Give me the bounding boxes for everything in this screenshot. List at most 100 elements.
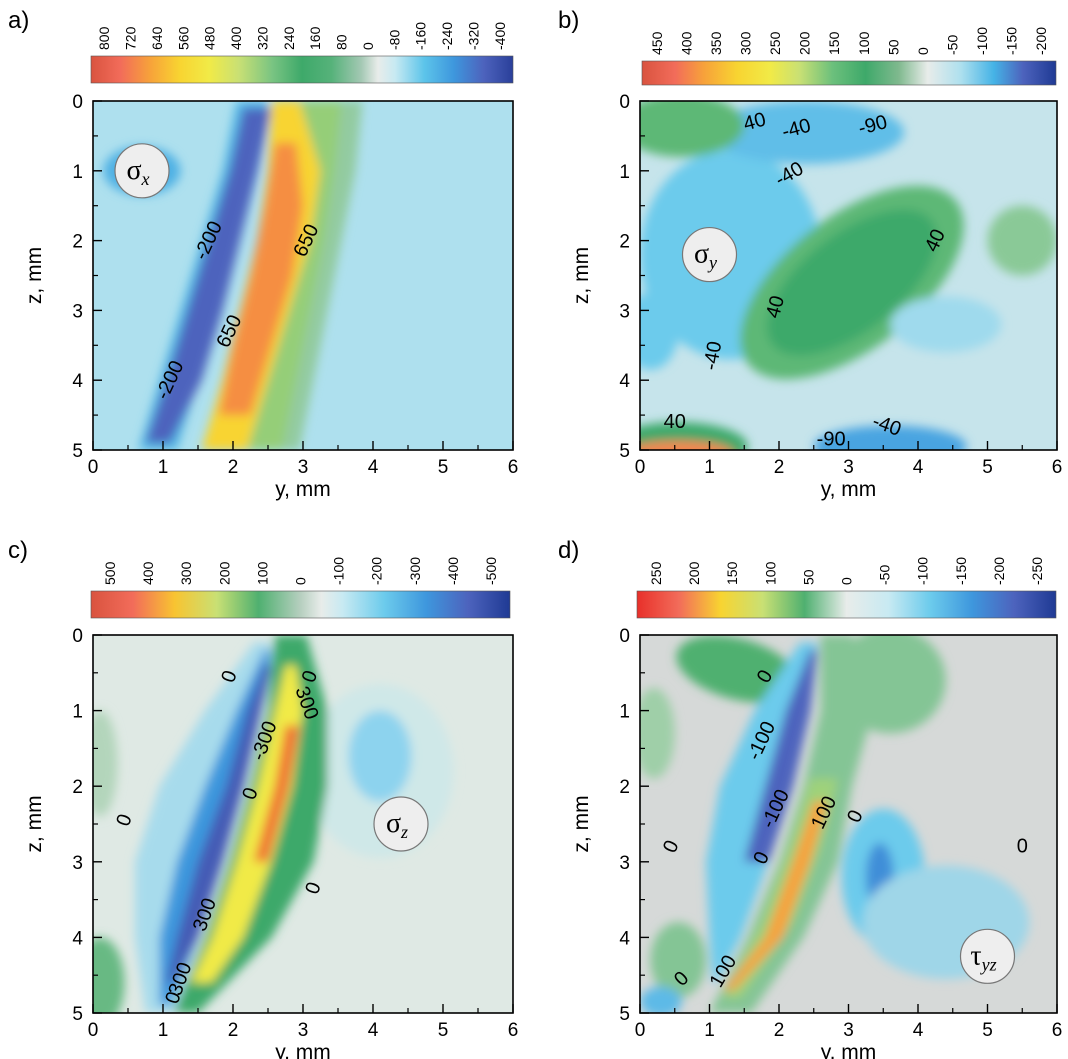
contour-label: 0 (1017, 836, 1028, 858)
colorbar-tick-label: 150 (724, 561, 740, 585)
colorbar-tick-label: 300 (178, 561, 194, 585)
x-axis-title: y, mm (275, 478, 331, 501)
stress-region (987, 205, 1057, 276)
y-tick-label: 1 (619, 162, 630, 183)
x-tick-label: 2 (774, 1020, 785, 1041)
x-tick-label: 0 (88, 457, 99, 478)
colorbar-tick-label: 200 (216, 561, 232, 585)
x-tick-label: 0 (88, 1020, 99, 1041)
y-tick-label: 0 (72, 92, 83, 113)
colorbar-tick-label: -50 (945, 35, 961, 55)
colorbar-tick-label: -50 (877, 565, 893, 585)
y-tick-label: 5 (72, 441, 83, 462)
x-tick-label: 4 (368, 457, 379, 478)
x-tick-label: 4 (368, 1020, 379, 1041)
y-tick-label: 5 (619, 1004, 630, 1025)
colorbar-tick-label: 480 (202, 26, 218, 50)
badge-circle (373, 796, 429, 852)
stress-region (767, 209, 937, 356)
x-tick-label: 1 (158, 457, 169, 478)
colorbar-tick-label: 150 (826, 31, 842, 55)
panel-letter: c) (8, 537, 28, 564)
colorbar-tick-label: 0 (360, 42, 376, 50)
stress-band (166, 665, 272, 983)
stress-band (145, 107, 272, 444)
badge-symbol: σx (126, 155, 149, 189)
x-tick-label: 5 (982, 457, 993, 478)
colorbar-tick-label: 560 (175, 26, 191, 50)
y-tick-label: 2 (619, 232, 630, 253)
colorbar-tick-label: 100 (762, 561, 778, 585)
stress-band (744, 650, 818, 862)
x-tick-label: 6 (508, 1020, 519, 1041)
colorbar-tick-label: -500 (483, 557, 499, 585)
colorbar-tick-label: 0 (915, 47, 931, 55)
colorbar-tick-label: 320 (254, 26, 270, 50)
colorbar-tick-label: 160 (307, 26, 323, 50)
stress-component-badge: τyz (959, 928, 1016, 984)
y-tick-label: 3 (72, 301, 83, 322)
stress-region (650, 922, 707, 998)
stress-band (254, 725, 300, 862)
panel-letter: d) (558, 537, 579, 564)
stress-region (640, 986, 682, 1013)
badge-circle (959, 928, 1016, 984)
contour-label: -40 (700, 340, 727, 372)
colorbar-tick-label: -300 (407, 557, 423, 585)
colorbar-tick-label: -400 (445, 557, 461, 585)
badge-symbol: σy (694, 239, 717, 273)
stress-component-badge: σz (373, 796, 429, 852)
y-tick-label: 1 (72, 702, 83, 723)
stress-region (93, 937, 125, 1013)
colorbar-tick-label: 800 (96, 26, 112, 50)
colorbar-tick-label: -80 (386, 30, 402, 50)
stress-band (191, 665, 303, 983)
badge-circle (114, 143, 170, 199)
x-tick-label: 0 (635, 457, 646, 478)
badge-symbol: σz (386, 808, 408, 842)
colorbar-tick-label: 400 (228, 26, 244, 50)
x-tick-label: 2 (774, 457, 785, 478)
colorbar (636, 590, 1057, 619)
contour-label: -90 (817, 429, 846, 451)
x-tick-label: 6 (1052, 1020, 1063, 1041)
x-tick-label: 2 (228, 1020, 239, 1041)
y-tick-label: 1 (72, 162, 83, 183)
x-tick-label: 5 (438, 1020, 449, 1041)
y-axis-title: z, mm (570, 247, 593, 304)
colorbar-tick-label: 80 (334, 34, 350, 50)
x-tick-label: 3 (843, 1020, 854, 1041)
x-tick-label: 5 (438, 457, 449, 478)
y-tick-label: 5 (72, 1004, 83, 1025)
stress-band (709, 635, 873, 1013)
panel-letter: a) (8, 7, 29, 34)
colorbar-tick-label: -150 (953, 557, 969, 585)
y-tick-label: 2 (72, 232, 83, 253)
y-axis-title: z, mm (570, 795, 593, 852)
stress-region (640, 440, 732, 450)
x-tick-label: 5 (982, 1020, 993, 1041)
colorbar-tick-label: -100 (915, 557, 931, 585)
y-tick-label: 2 (72, 777, 83, 798)
x-tick-label: 6 (1052, 457, 1063, 478)
x-tick-label: 6 (508, 457, 519, 478)
colorbar-tick-label: 50 (800, 569, 816, 585)
colorbar-tick-label: -200 (1033, 27, 1049, 55)
x-tick-label: 3 (298, 1020, 309, 1041)
colorbar-tick-label: -400 (492, 22, 508, 50)
x-tick-label: 3 (843, 457, 854, 478)
x-tick-label: 1 (704, 457, 715, 478)
colorbar-tick-label: 350 (708, 31, 724, 55)
y-tick-label: 0 (619, 92, 630, 113)
colorbar-tick-label: 720 (123, 26, 139, 50)
colorbar-tick-label: 200 (797, 31, 813, 55)
colorbar (641, 60, 1057, 86)
stress-region (890, 296, 1002, 353)
y-tick-label: 4 (72, 928, 83, 949)
panel-1: a)800 720 640 560 480 400 320 240 160 80 0 -80 -160-… (8, 7, 518, 501)
x-axis-title: y, mm (821, 478, 877, 501)
x-axis-title: y, mm (821, 1041, 877, 1059)
stress-region (813, 425, 967, 450)
colorbar-tick-label: 400 (140, 561, 156, 585)
colorbar-tick-label: -160 (413, 22, 429, 50)
